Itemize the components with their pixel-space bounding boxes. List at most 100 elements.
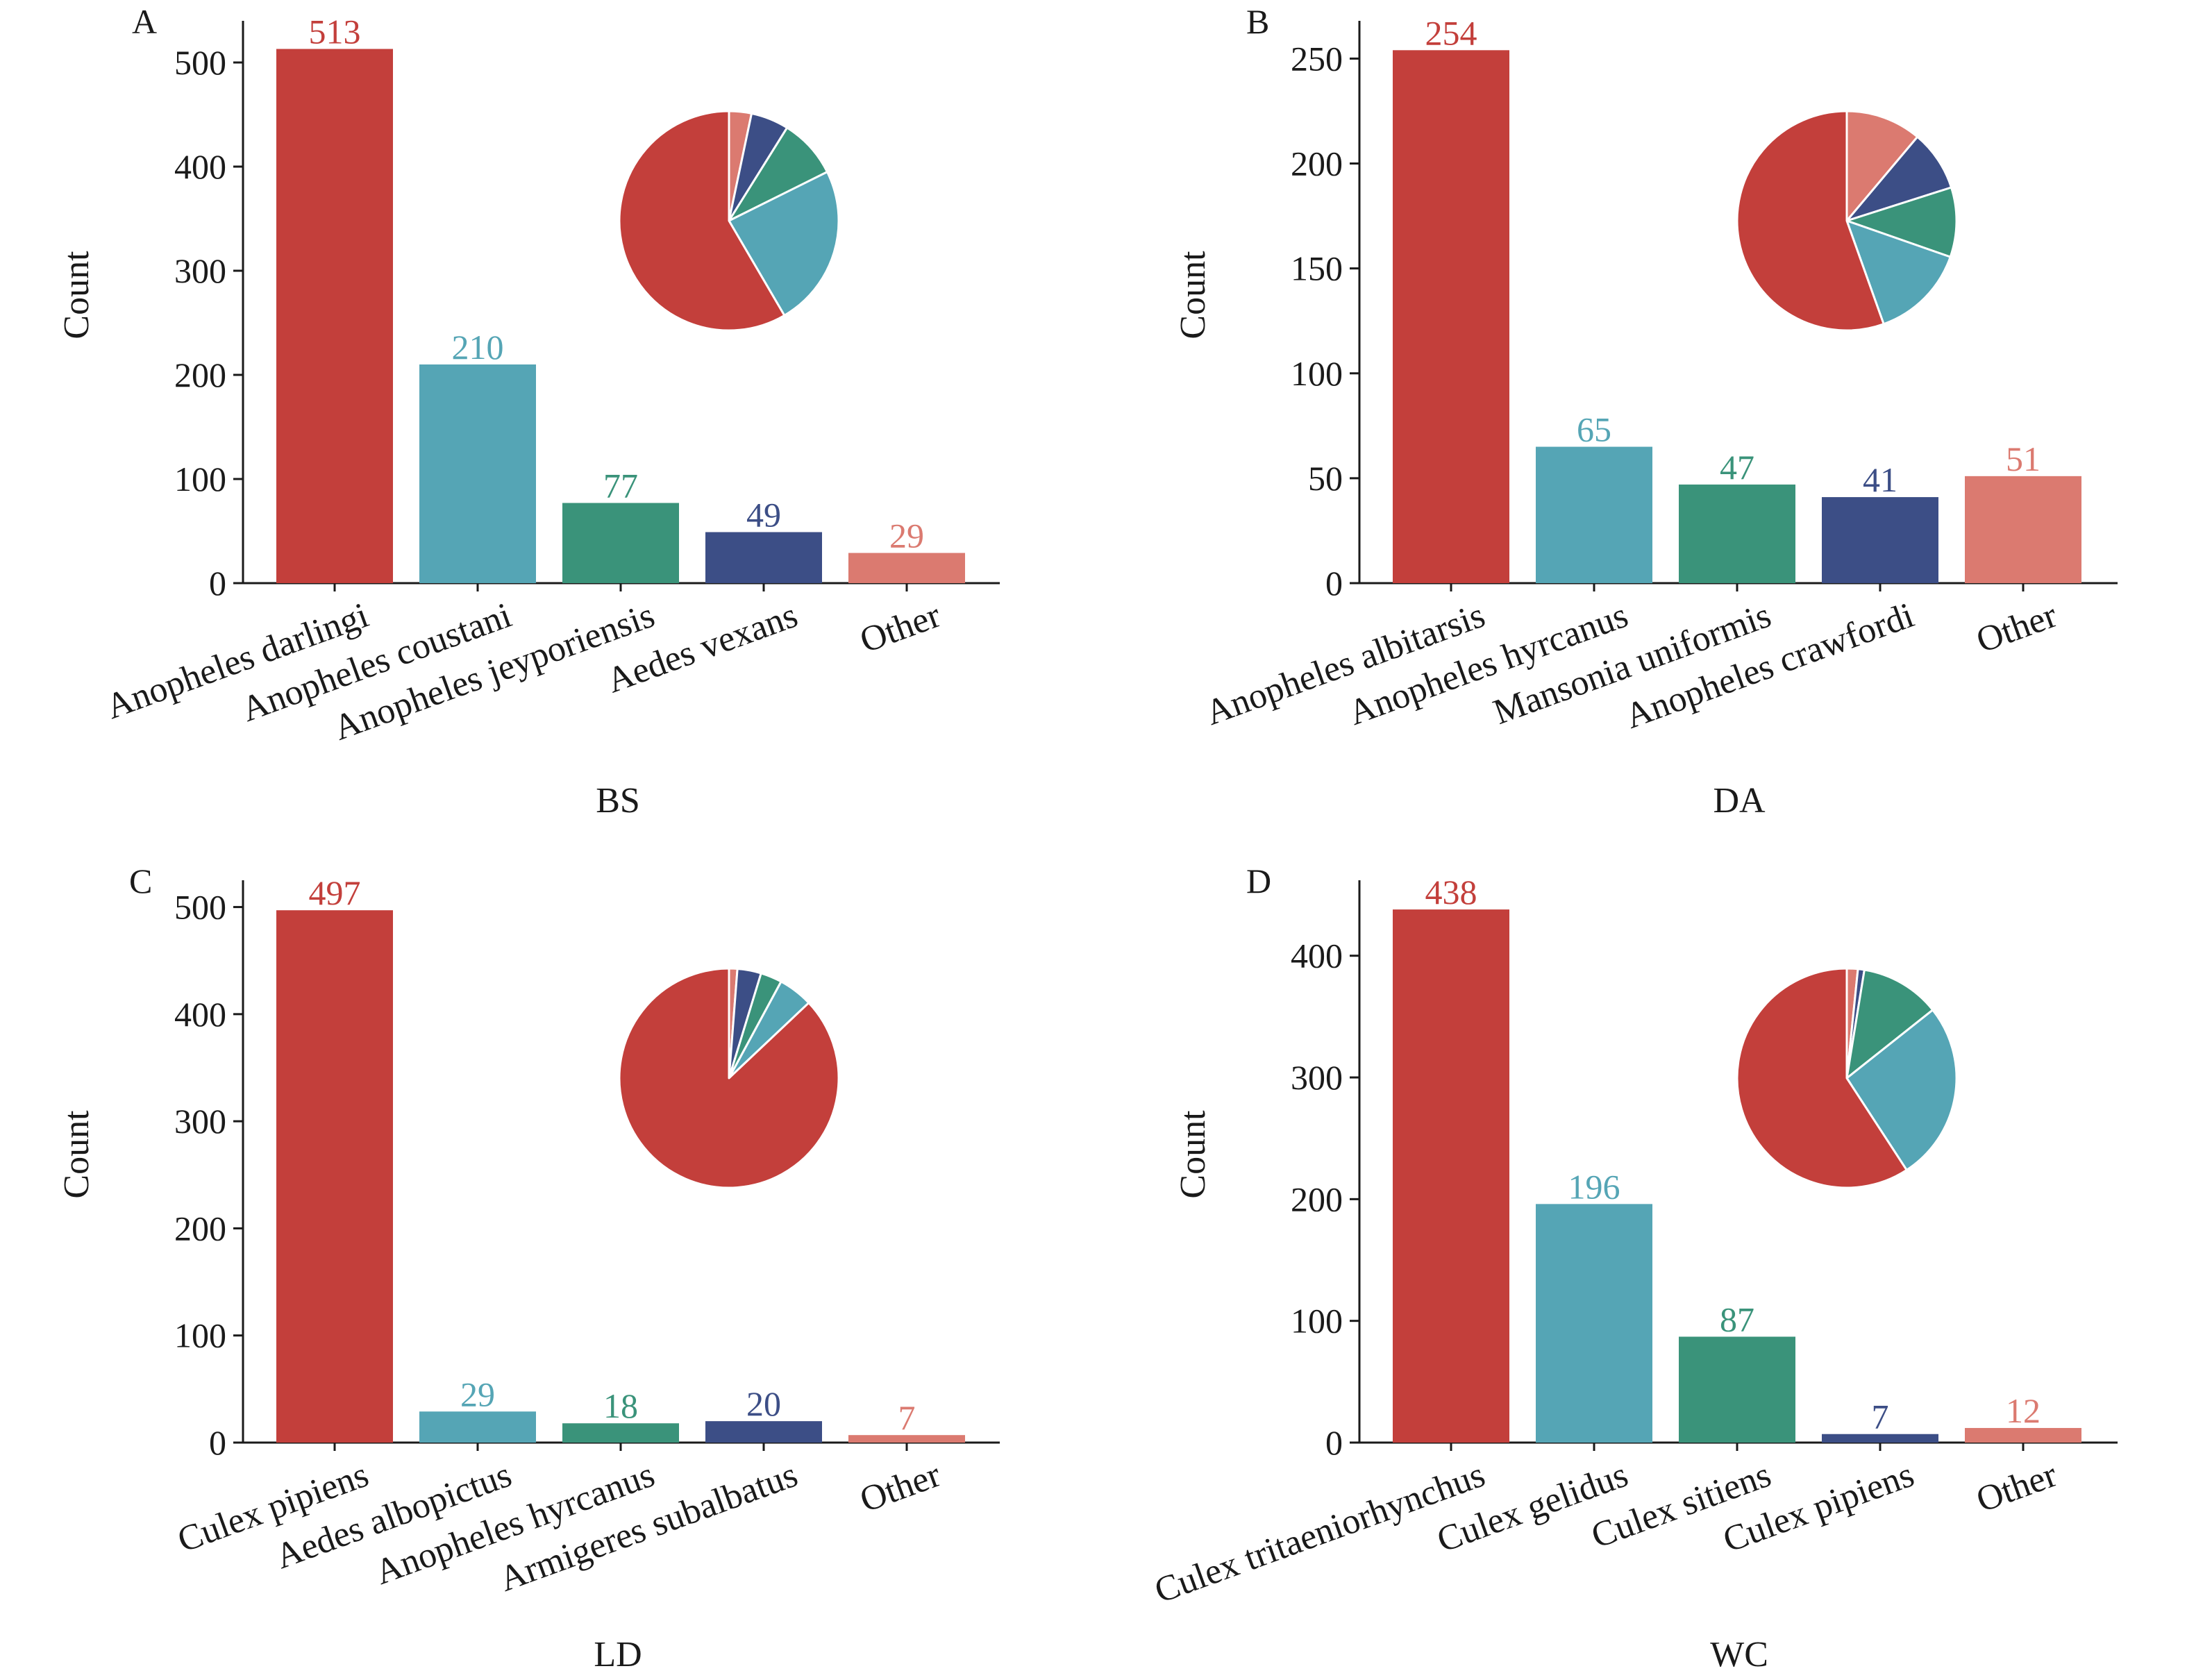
y-tick-label: 200 xyxy=(174,1209,226,1248)
bar xyxy=(1679,1336,1795,1443)
bar xyxy=(705,1421,822,1443)
bar xyxy=(276,49,393,583)
x-tick-label: Other xyxy=(1971,1455,2062,1520)
inset-pie xyxy=(1736,967,1958,1189)
bar-value-label: 210 xyxy=(452,328,504,367)
pie-slice xyxy=(1736,110,1885,332)
pie-slice xyxy=(1845,135,1953,222)
pie-slice xyxy=(1845,186,1958,258)
y-axis-label: Count xyxy=(57,1110,97,1199)
bar xyxy=(1822,497,1938,583)
y-tick-label: 0 xyxy=(1325,1423,1343,1462)
bar xyxy=(419,364,536,583)
panel-letter: A xyxy=(132,2,157,41)
bar-value-label: 438 xyxy=(1425,873,1477,912)
pie-slice xyxy=(1845,110,1919,222)
y-tick-label: 400 xyxy=(1291,936,1343,975)
y-tick-label: 100 xyxy=(174,1316,226,1355)
bar-value-label: 49 xyxy=(746,496,781,535)
y-tick-label: 100 xyxy=(1291,354,1343,393)
y-tick-label: 0 xyxy=(209,1423,226,1462)
bar xyxy=(848,553,965,583)
y-tick-label: 300 xyxy=(174,1102,226,1141)
bar xyxy=(1965,476,2081,583)
panel-letter: D xyxy=(1246,862,1271,900)
y-tick-label: 500 xyxy=(174,43,226,82)
y-tick-label: 200 xyxy=(1291,144,1343,183)
bar xyxy=(848,1435,965,1443)
bar-value-label: 65 xyxy=(1577,410,1611,449)
y-axis-label: Count xyxy=(1173,251,1213,339)
bar-value-label: 47 xyxy=(1720,448,1754,487)
bar-value-label: 41 xyxy=(1863,460,1897,499)
bar xyxy=(1393,909,1509,1443)
y-tick-label: 200 xyxy=(1291,1179,1343,1218)
site-label: DA xyxy=(1713,781,1766,821)
bar xyxy=(276,910,393,1443)
pie-slice xyxy=(1845,219,1952,326)
bar xyxy=(562,503,679,583)
y-tick-label: 0 xyxy=(209,564,226,603)
y-tick-label: 0 xyxy=(1325,564,1343,603)
pie-slice xyxy=(728,126,828,222)
y-tick-label: 500 xyxy=(174,888,226,927)
pie-slice xyxy=(618,967,840,1189)
y-axis-label: Count xyxy=(57,251,97,339)
y-tick-label: 250 xyxy=(1291,39,1343,78)
bar xyxy=(1536,446,1652,583)
bar xyxy=(1679,484,1795,583)
x-tick-label: Other xyxy=(855,596,946,661)
bar-value-label: 196 xyxy=(1568,1167,1620,1206)
bar-value-label: 7 xyxy=(1872,1397,1889,1436)
y-tick-label: 200 xyxy=(174,355,226,394)
inset-pie xyxy=(618,967,840,1189)
bar xyxy=(1393,50,1509,584)
inset-pie xyxy=(1736,110,1958,332)
site-label: LD xyxy=(594,1635,642,1674)
y-tick-label: 100 xyxy=(1291,1302,1343,1341)
bar-value-label: 497 xyxy=(309,873,361,912)
bar xyxy=(1536,1204,1652,1443)
bar-value-label: 87 xyxy=(1720,1300,1754,1338)
pie-slice xyxy=(1736,967,1908,1189)
bar xyxy=(1965,1427,2081,1443)
pie-slice xyxy=(1845,1009,1958,1171)
y-tick-label: 150 xyxy=(1291,249,1343,288)
panel-letter: C xyxy=(129,862,152,900)
bar-value-label: 254 xyxy=(1425,13,1477,52)
y-tick-label: 100 xyxy=(174,460,226,498)
site-label: WC xyxy=(1710,1635,1768,1674)
inset-pie xyxy=(618,110,840,332)
y-tick-label: 300 xyxy=(1291,1058,1343,1097)
bar-value-label: 29 xyxy=(889,516,924,555)
x-tick-label: Other xyxy=(855,1455,946,1520)
bar xyxy=(705,532,822,583)
y-tick-label: 50 xyxy=(1308,459,1343,498)
pie-slice xyxy=(618,110,786,332)
bar-value-label: 29 xyxy=(460,1375,495,1413)
bar-value-label: 18 xyxy=(603,1386,638,1425)
bar-value-label: 7 xyxy=(898,1398,916,1437)
y-tick-label: 400 xyxy=(174,147,226,186)
pie-slice xyxy=(728,171,840,317)
bar-value-label: 51 xyxy=(2006,439,2041,478)
bar xyxy=(562,1423,679,1443)
pie-slice xyxy=(1845,968,1934,1080)
y-tick-label: 400 xyxy=(174,995,226,1034)
x-tick-label: Other xyxy=(1971,596,2062,661)
bar-value-label: 513 xyxy=(309,12,361,51)
bar xyxy=(1822,1434,1938,1443)
bar-value-label: 77 xyxy=(603,467,638,505)
bar-value-label: 12 xyxy=(2006,1391,2041,1430)
bar-value-label: 20 xyxy=(746,1384,781,1423)
y-axis-label: Count xyxy=(1173,1110,1213,1199)
bar xyxy=(419,1411,536,1443)
panel-letter: B xyxy=(1246,2,1269,41)
y-tick-label: 300 xyxy=(174,251,226,290)
site-label: BS xyxy=(596,781,640,821)
